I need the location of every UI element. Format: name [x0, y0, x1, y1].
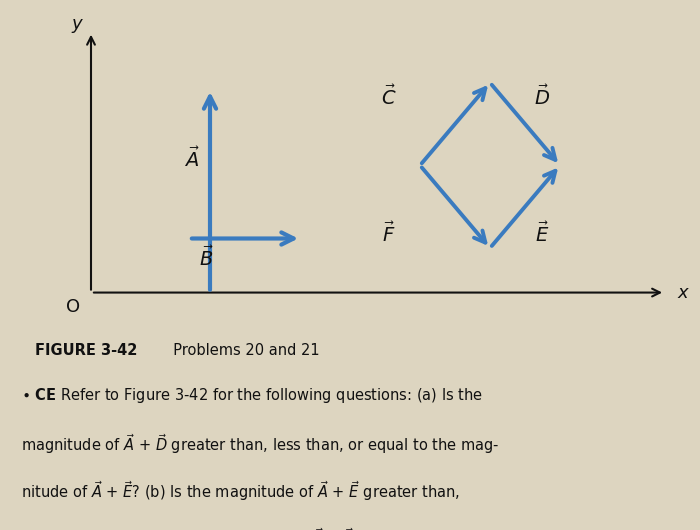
Text: $\vec{F}$: $\vec{F}$: [382, 222, 395, 246]
Text: $\vec{A}$: $\vec{A}$: [185, 147, 200, 171]
Text: O: O: [66, 298, 80, 316]
Text: FIGURE 3-42: FIGURE 3-42: [35, 343, 137, 358]
Text: $\vec{B}$: $\vec{B}$: [199, 245, 214, 270]
Text: y: y: [71, 15, 83, 33]
Text: $\vec{D}$: $\vec{D}$: [535, 85, 550, 109]
Text: $\bullet$ $\mathbf{CE}$ Refer to Figure 3-42 for the following questions: (a) Is: $\bullet$ $\mathbf{CE}$ Refer to Figure …: [21, 386, 483, 405]
Text: $\vec{C}$: $\vec{C}$: [381, 85, 396, 109]
Text: x: x: [677, 284, 688, 302]
Text: Problems 20 and 21: Problems 20 and 21: [164, 343, 320, 358]
Text: less than, or equal to the magnitude of $\vec{A}$ + $\vec{F}$?: less than, or equal to the magnitude of …: [21, 526, 360, 530]
Text: nitude of $\vec{A}$ + $\vec{E}$? (b) Is the magnitude of $\vec{A}$ + $\vec{E}$ g: nitude of $\vec{A}$ + $\vec{E}$? (b) Is …: [21, 479, 460, 503]
Text: magnitude of $\vec{A}$ + $\vec{D}$ greater than, less than, or equal to the mag-: magnitude of $\vec{A}$ + $\vec{D}$ great…: [21, 432, 500, 456]
Text: $\vec{E}$: $\vec{E}$: [536, 222, 550, 246]
